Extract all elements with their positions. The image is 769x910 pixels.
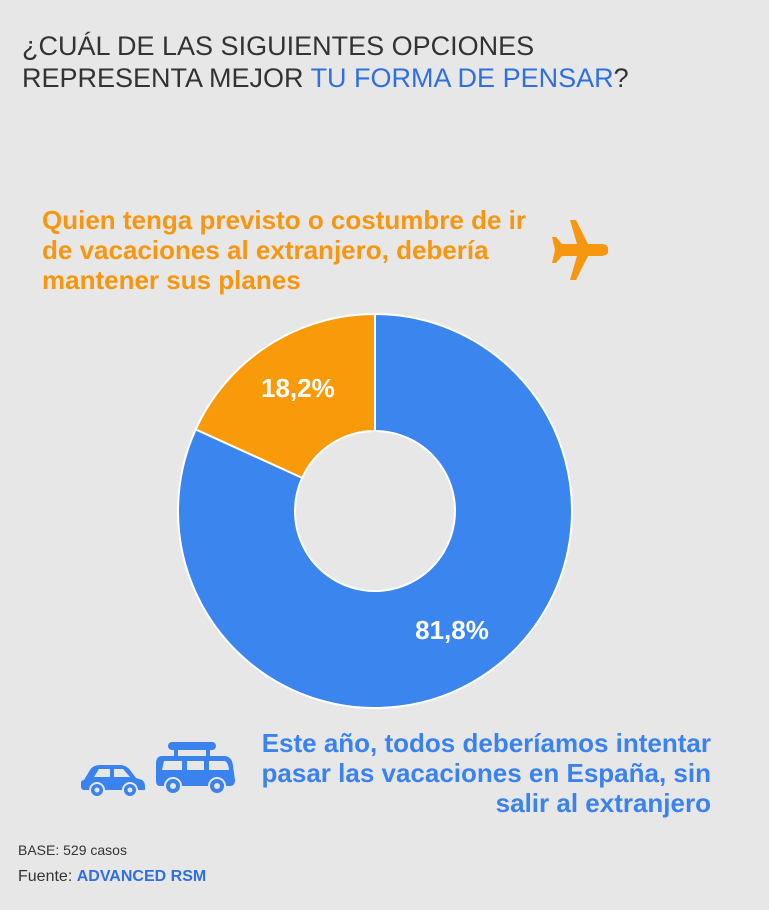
donut-slice-0 xyxy=(177,312,573,709)
donut-label-0: 81,8% xyxy=(415,615,489,645)
source-prefix: Fuente: xyxy=(18,868,77,885)
option-abroad-label: Quien tenga previsto o costumbre de ir d… xyxy=(42,205,526,295)
source-brand: ADVANCED RSM xyxy=(76,868,207,885)
car-icon xyxy=(81,765,145,798)
source-note: Fuente: ADVANCED RSM xyxy=(18,868,206,886)
van-icon xyxy=(156,742,235,795)
donut-slice-1 xyxy=(194,312,376,480)
title-line-1: ¿CUÁL DE LAS SIGUIENTES OPCIONES xyxy=(22,31,535,61)
base-note: BASE: 529 casos xyxy=(18,842,127,858)
title-line-2: REPRESENTA MEJOR TU FORMA DE PENSAR? xyxy=(22,62,629,94)
title-accent: TU FORMA DE PENSAR xyxy=(310,63,614,93)
title-line-2-suffix: ? xyxy=(613,63,629,93)
plane-icon xyxy=(552,220,608,280)
chart-title: ¿CUÁL DE LAS SIGUIENTES OPCIONES REPRESE… xyxy=(22,30,629,94)
donut-chart: 81,8% 18,2% xyxy=(177,312,573,709)
donut-label-1: 18,2% xyxy=(261,373,335,403)
option-spain-label: Este año, todos deberíamos intentar pasa… xyxy=(261,728,711,818)
title-line-2-prefix: REPRESENTA MEJOR xyxy=(22,63,311,93)
